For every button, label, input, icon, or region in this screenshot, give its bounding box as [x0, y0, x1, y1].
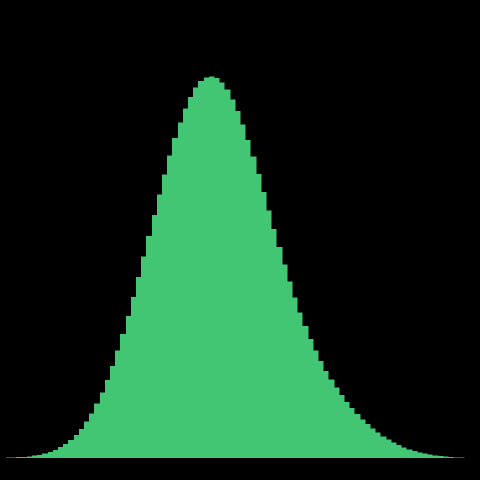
histogram-bar	[443, 456, 449, 458]
histogram-bar	[27, 456, 33, 458]
histogram-bar	[245, 139, 251, 459]
histogram-bar	[235, 110, 241, 458]
histogram-bar	[11, 457, 17, 458]
histogram-bar	[63, 443, 69, 458]
histogram-bar	[380, 436, 387, 458]
histogram-bar	[230, 99, 236, 458]
histogram-bar	[318, 361, 324, 458]
histogram-bar	[32, 455, 38, 458]
histogram-bar	[42, 453, 49, 458]
histogram-bar	[219, 82, 225, 459]
histogram-bar	[453, 457, 459, 458]
histogram-bar	[334, 387, 340, 458]
histogram-bar	[256, 174, 262, 459]
histogram-bar	[406, 449, 413, 458]
histogram-bar	[120, 333, 127, 458]
histogram-bar	[276, 247, 283, 458]
histogram-bar	[68, 439, 75, 458]
histogram-bar	[79, 428, 85, 458]
histogram-bar	[141, 256, 147, 458]
histogram-bar	[198, 81, 205, 458]
histogram-bar	[94, 403, 101, 458]
histogram-bar	[339, 395, 345, 458]
histogram-bar	[386, 439, 392, 458]
histogram-bar	[16, 457, 23, 458]
histogram-bar	[292, 297, 298, 458]
histogram-bar	[146, 235, 153, 458]
histogram-bar	[240, 124, 246, 459]
histogram-bar	[401, 447, 407, 458]
histogram-bar	[432, 455, 439, 458]
histogram-bar	[375, 432, 381, 458]
histogram-bar	[365, 424, 371, 458]
histogram-bar	[370, 428, 376, 458]
histogram-bar	[417, 452, 423, 458]
histogram-bar	[209, 76, 215, 458]
histogram-bar	[250, 156, 257, 458]
histogram-bar	[427, 454, 433, 458]
histogram-bar	[89, 413, 95, 459]
histogram-bar	[328, 379, 335, 458]
histogram-bar	[349, 408, 355, 458]
histogram-bar	[224, 89, 231, 458]
histogram-bar	[204, 77, 210, 459]
histogram-bar	[157, 194, 163, 458]
histogram-bar	[391, 442, 397, 458]
histogram-bar	[84, 421, 90, 458]
histogram-bar	[261, 192, 267, 458]
histogram-bar	[48, 451, 54, 458]
histogram-bar	[162, 174, 168, 458]
histogram-bar	[188, 96, 194, 458]
histogram-bar	[360, 419, 366, 458]
histogram-bar	[422, 453, 428, 458]
histogram-bar	[58, 447, 64, 458]
histogram-bar	[323, 370, 329, 458]
histogram-bar	[152, 214, 158, 458]
histogram-bar	[313, 350, 319, 458]
histogram-bar	[214, 78, 220, 458]
histogram-bar	[287, 281, 293, 458]
histogram-bar	[131, 296, 137, 458]
histogram-bar	[448, 457, 454, 458]
histogram-bar	[282, 264, 288, 458]
histogram-bar	[136, 277, 142, 458]
histogram-bar	[302, 326, 309, 458]
histogram-bar	[37, 454, 43, 458]
histogram-bar	[193, 87, 199, 458]
histogram-bar	[126, 315, 132, 458]
histogram-bar	[22, 456, 28, 459]
histogram-bar	[53, 449, 59, 458]
histogram-bar	[297, 312, 303, 458]
histogram-bar	[100, 392, 106, 458]
histogram-bar	[178, 122, 184, 458]
bar-group	[6, 76, 475, 459]
histogram-bar	[172, 138, 179, 458]
histogram-bar	[183, 108, 189, 458]
histogram-bar	[266, 210, 272, 458]
histogram-bar	[115, 350, 121, 458]
histogram-bar	[438, 456, 444, 458]
histogram-bar	[271, 229, 277, 458]
histogram-bar	[105, 380, 111, 458]
histogram-bar	[344, 401, 350, 458]
histogram-bar	[308, 338, 314, 458]
histogram-bar	[167, 155, 173, 458]
histogram-bar	[110, 366, 116, 458]
histogram-bar	[396, 445, 402, 458]
histogram-bar	[412, 451, 418, 458]
histogram-bar	[354, 413, 361, 458]
histogram-bar	[74, 434, 80, 458]
